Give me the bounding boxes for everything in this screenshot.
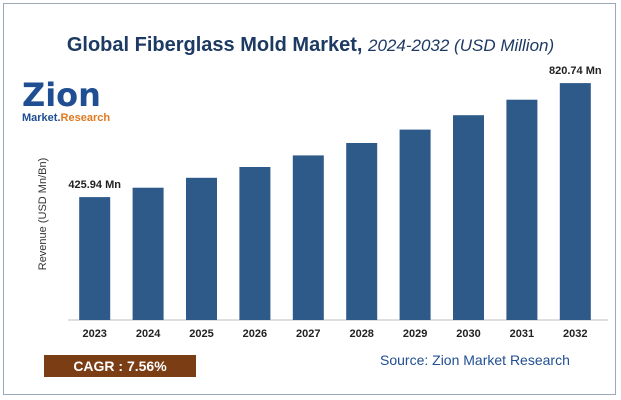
logo-tagline-b: Research — [60, 112, 111, 124]
bar-2025 — [186, 177, 217, 320]
bar-2024 — [132, 187, 164, 320]
logo-tagline-a: Market. — [22, 112, 61, 124]
chart-title: Global Fiberglass Mold Market, 2024-2032… — [0, 34, 621, 57]
bar-2031 — [506, 99, 538, 320]
x-tick-2025: 2025 — [189, 328, 213, 340]
x-tick-2030: 2030 — [456, 328, 480, 340]
bar-2023 — [79, 197, 111, 320]
x-tick-2028: 2028 — [349, 328, 373, 340]
x-tick-2023: 2023 — [82, 328, 106, 340]
logo-wordmark: Zion — [22, 76, 101, 114]
bar-2026 — [239, 167, 271, 320]
x-tick-2024: 2024 — [136, 328, 161, 340]
data-labels: 425.94 Mn 820.74 Mn — [68, 65, 601, 191]
bar-2028 — [346, 143, 378, 320]
bar-2029 — [399, 129, 431, 320]
bar-2027 — [292, 155, 324, 320]
bar-2030 — [453, 115, 484, 320]
zion-logo: Zion Market.Research — [22, 78, 122, 124]
logo-tagline: Market.Research — [22, 112, 122, 124]
data-label-2032: 820.74 Mn — [549, 65, 602, 77]
chart-title-sub: 2024-2032 (USD Million) — [368, 36, 555, 55]
chart-title-main: Global Fiberglass Mold Market, — [66, 34, 363, 56]
x-tick-2029: 2029 — [403, 328, 427, 340]
x-tick-2027: 2027 — [296, 328, 320, 340]
bars-group — [79, 83, 591, 320]
bar-2032 — [559, 83, 591, 320]
x-tick-2026: 2026 — [243, 328, 267, 340]
data-label-2023: 425.94 Mn — [68, 179, 121, 191]
source-note: Source: Zion Market Research — [380, 352, 570, 368]
x-tick-labels: 2023 2024 2025 2026 2027 2028 2029 2030 2031 2032 — [82, 328, 587, 340]
cagr-badge: CAGR : 7.56% — [44, 355, 196, 377]
x-tick-2032: 2032 — [563, 328, 587, 340]
x-tick-2031: 2031 — [510, 328, 534, 340]
